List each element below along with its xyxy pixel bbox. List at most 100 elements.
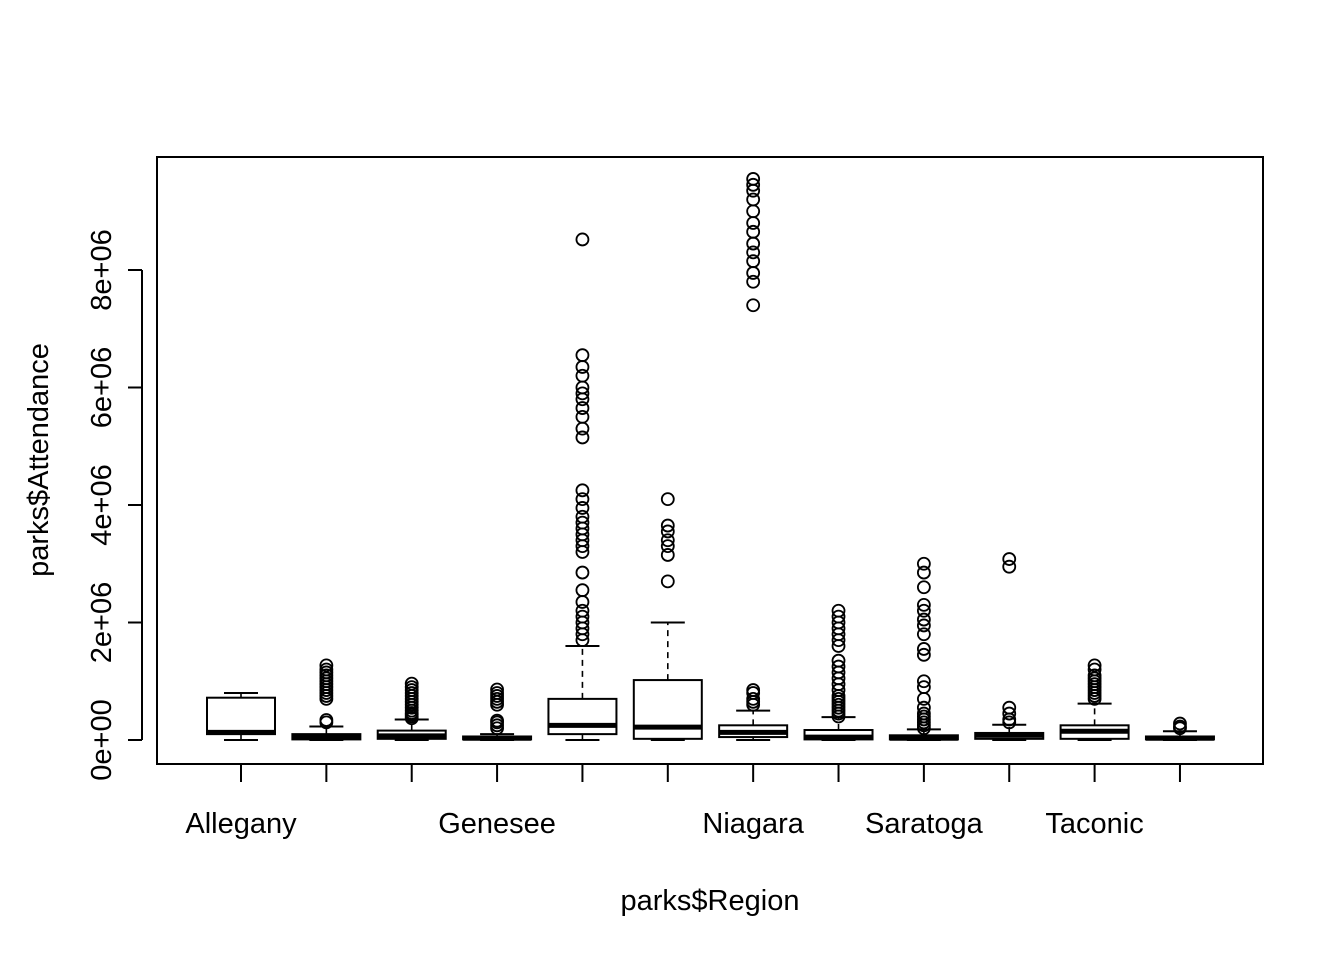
outlier-point (660, 548, 675, 562)
outlier-point (575, 430, 590, 445)
outlier-point (319, 662, 334, 677)
box-group (291, 658, 362, 741)
outlier-point (575, 501, 590, 515)
outlier-point (575, 609, 590, 624)
box-iqr (206, 696, 276, 736)
outlier-point (916, 647, 931, 662)
outlier-point (1087, 658, 1102, 673)
outlier-point (916, 597, 931, 612)
outlier-point (660, 539, 675, 554)
outlier-point (916, 618, 931, 633)
outlier-point (916, 580, 931, 595)
outlier-point (746, 245, 761, 260)
box-group (547, 232, 618, 741)
outlier-point (490, 686, 504, 700)
outlier-point (746, 172, 761, 186)
outlier-point (575, 386, 590, 401)
y-tick-label: 6e+06 (86, 347, 118, 428)
outlier-point (916, 680, 931, 695)
outlier-point (575, 603, 590, 618)
outlier-point (916, 556, 931, 571)
x-tick-label: Allegany (185, 808, 297, 840)
outlier-point (575, 360, 590, 374)
outlier-point (746, 683, 761, 697)
outlier-point (746, 691, 761, 706)
outlier-point (319, 658, 334, 673)
outlier-point (1002, 559, 1017, 574)
box-group (1059, 658, 1130, 741)
outlier-point (575, 348, 590, 363)
outlier-point (490, 713, 504, 728)
outlier-point (746, 266, 761, 280)
outlier-point (916, 691, 931, 706)
outlier-point (916, 642, 931, 656)
outlier-point (575, 232, 590, 247)
outlier-point (746, 236, 761, 251)
outlier-point (404, 680, 419, 695)
y-axis-title: parks$Attendance (23, 343, 55, 577)
outlier-point (746, 192, 761, 207)
outlier-point (916, 706, 931, 721)
outlier-point (319, 713, 334, 727)
outlier-point (746, 204, 761, 219)
outlier-point (746, 177, 761, 192)
x-tick-label: Taconic (1045, 808, 1143, 840)
outlier-point (575, 368, 590, 383)
outlier-point (916, 627, 931, 642)
outlier-point (746, 274, 761, 289)
box-group (632, 492, 703, 741)
outlier-point (1087, 668, 1102, 683)
x-tick-label: Niagara (702, 808, 804, 840)
outlier-point (575, 401, 590, 415)
outlier-point (746, 298, 761, 313)
outlier-point (660, 518, 675, 533)
outlier-point (746, 216, 761, 230)
outlier-point (575, 409, 590, 424)
outlier-point (660, 492, 675, 507)
box-group (206, 692, 276, 741)
outlier-point (1087, 662, 1102, 677)
box-group (974, 552, 1045, 741)
outlier-point (916, 674, 931, 689)
outlier-point (916, 612, 931, 627)
outlier-point (1173, 716, 1187, 731)
outlier-point (575, 483, 590, 498)
outlier-point (1002, 700, 1017, 715)
outlier-point (490, 682, 504, 697)
y-tick-label: 4e+06 (86, 464, 118, 545)
outlier-point (831, 609, 846, 624)
outlier-point (916, 700, 931, 715)
outlier-point (831, 603, 846, 618)
outlier-point (1002, 552, 1017, 566)
outlier-point (746, 224, 761, 239)
box-group (718, 172, 789, 741)
outlier-point (575, 509, 590, 524)
box-iqr (632, 679, 703, 740)
outlier-point (660, 574, 675, 589)
box-group (803, 603, 874, 741)
outlier-point (916, 565, 931, 580)
outlier-point (916, 603, 931, 618)
outlier-point (575, 421, 590, 436)
outlier-point (404, 676, 419, 691)
box-group (888, 556, 959, 741)
outlier-point (660, 524, 675, 539)
outlier-point (575, 565, 590, 580)
outlier-point (575, 583, 590, 598)
outlier-point (575, 595, 590, 609)
outlier-point (660, 533, 675, 548)
outlier-point (575, 515, 590, 530)
outlier-point (1002, 706, 1017, 721)
x-axis: Allegany Genesee Niagara Saratoga Taconic (185, 763, 1181, 840)
box-iqr (547, 697, 618, 736)
boxes-layer (206, 172, 1215, 741)
box-group (1144, 716, 1215, 741)
box-group (376, 676, 447, 741)
y-axis: 0e+00 2e+06 4e+06 6e+06 8e+06 (86, 229, 143, 781)
y-tick-label: 2e+06 (86, 582, 118, 663)
x-tick-label: Genesee (438, 808, 556, 840)
outlier-point (831, 653, 846, 668)
outlier-point (575, 492, 590, 507)
outlier-point (746, 254, 761, 269)
